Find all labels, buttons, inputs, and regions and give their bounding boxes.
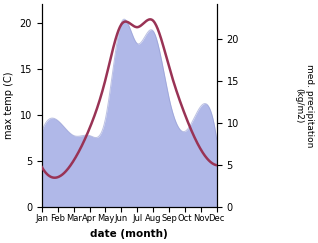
Y-axis label: med. precipitation
(kg/m2): med. precipitation (kg/m2) — [294, 64, 314, 147]
Y-axis label: max temp (C): max temp (C) — [4, 72, 14, 139]
X-axis label: date (month): date (month) — [90, 229, 168, 239]
